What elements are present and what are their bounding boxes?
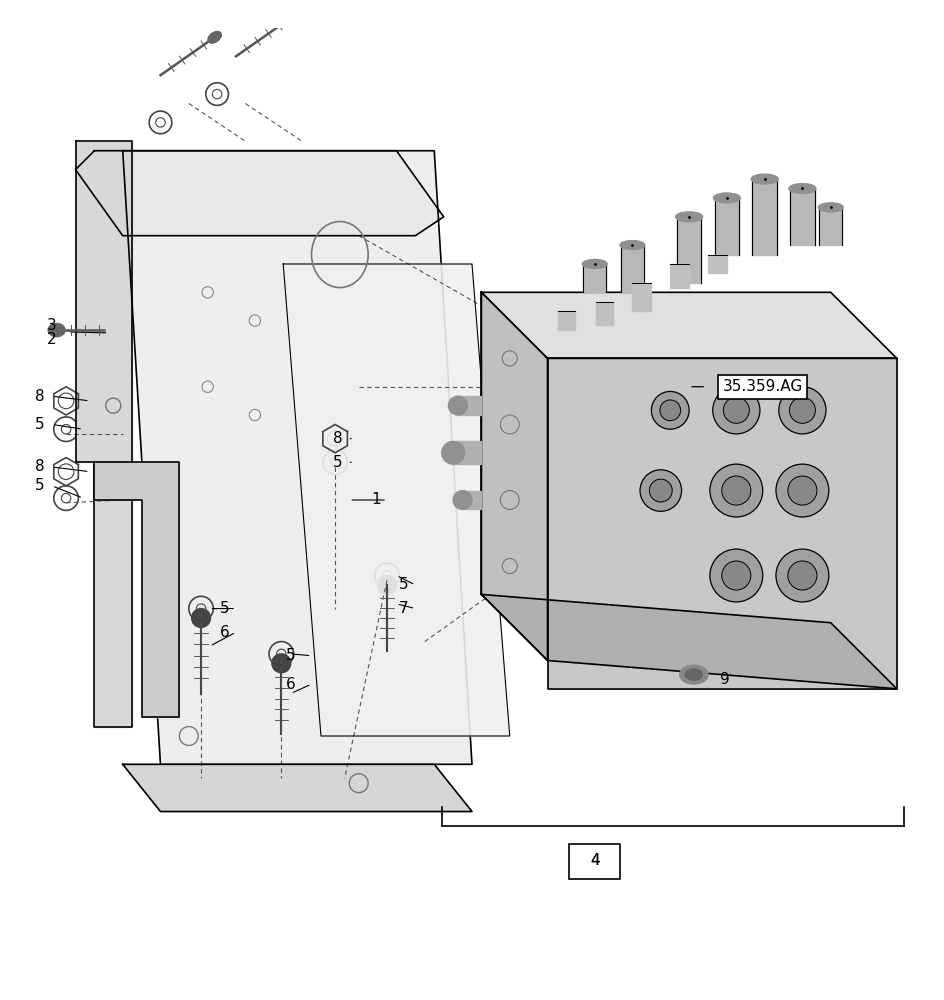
Text: 1: 1 bbox=[371, 492, 380, 508]
Circle shape bbox=[448, 396, 467, 415]
Circle shape bbox=[788, 476, 817, 505]
Bar bbox=[632, 283, 651, 311]
Bar bbox=[752, 179, 777, 255]
Circle shape bbox=[776, 464, 829, 517]
Circle shape bbox=[722, 561, 750, 590]
Ellipse shape bbox=[283, 13, 296, 24]
Ellipse shape bbox=[582, 259, 607, 269]
Text: 2: 2 bbox=[47, 332, 57, 347]
Circle shape bbox=[776, 549, 829, 602]
Circle shape bbox=[378, 576, 396, 594]
FancyBboxPatch shape bbox=[569, 844, 620, 879]
Circle shape bbox=[713, 387, 760, 434]
Text: 35.359.AG: 35.359.AG bbox=[722, 379, 803, 394]
Bar bbox=[558, 311, 575, 330]
Text: 3: 3 bbox=[47, 318, 57, 333]
Polygon shape bbox=[481, 292, 548, 660]
Circle shape bbox=[660, 400, 681, 421]
Text: 6: 6 bbox=[286, 677, 295, 692]
Text: 8: 8 bbox=[35, 389, 44, 404]
Circle shape bbox=[723, 397, 750, 423]
Circle shape bbox=[192, 609, 211, 627]
Ellipse shape bbox=[818, 203, 843, 212]
Ellipse shape bbox=[676, 212, 702, 222]
Bar bbox=[453, 441, 481, 464]
Circle shape bbox=[710, 549, 763, 602]
Circle shape bbox=[272, 654, 291, 673]
Ellipse shape bbox=[208, 31, 221, 43]
Text: 8: 8 bbox=[333, 431, 343, 446]
Circle shape bbox=[453, 491, 472, 509]
Bar bbox=[458, 396, 481, 415]
Text: 4: 4 bbox=[590, 853, 599, 868]
Text: 5: 5 bbox=[286, 648, 295, 663]
Text: 9: 9 bbox=[720, 672, 730, 687]
Polygon shape bbox=[283, 264, 510, 736]
Polygon shape bbox=[123, 764, 472, 812]
Text: 5: 5 bbox=[35, 478, 44, 493]
Circle shape bbox=[710, 464, 763, 517]
Ellipse shape bbox=[48, 323, 65, 337]
Bar bbox=[463, 491, 481, 509]
Bar bbox=[790, 188, 815, 245]
Text: 5: 5 bbox=[399, 577, 409, 592]
Bar bbox=[596, 302, 613, 325]
Polygon shape bbox=[94, 462, 179, 717]
Polygon shape bbox=[548, 358, 897, 689]
Bar bbox=[621, 245, 644, 292]
Text: 7: 7 bbox=[399, 601, 409, 616]
Bar bbox=[819, 207, 842, 245]
Text: 5: 5 bbox=[333, 455, 343, 470]
Text: 5: 5 bbox=[220, 601, 229, 616]
Circle shape bbox=[651, 391, 689, 429]
Polygon shape bbox=[123, 151, 472, 764]
Bar bbox=[715, 198, 739, 255]
Circle shape bbox=[779, 387, 826, 434]
Text: 6: 6 bbox=[220, 625, 229, 640]
Ellipse shape bbox=[620, 241, 645, 250]
Polygon shape bbox=[76, 141, 132, 727]
Circle shape bbox=[722, 476, 750, 505]
Polygon shape bbox=[481, 292, 897, 358]
Ellipse shape bbox=[751, 174, 778, 184]
Ellipse shape bbox=[680, 665, 708, 684]
Circle shape bbox=[640, 470, 682, 511]
Bar bbox=[583, 264, 606, 292]
Text: 8: 8 bbox=[35, 459, 44, 474]
Bar bbox=[708, 255, 727, 273]
Text: 4: 4 bbox=[590, 853, 599, 868]
Circle shape bbox=[649, 479, 672, 502]
Ellipse shape bbox=[714, 193, 740, 203]
Circle shape bbox=[789, 397, 816, 423]
Ellipse shape bbox=[685, 669, 702, 680]
Ellipse shape bbox=[789, 184, 816, 193]
Text: 5: 5 bbox=[35, 417, 44, 432]
Circle shape bbox=[788, 561, 817, 590]
Circle shape bbox=[442, 441, 464, 464]
Polygon shape bbox=[481, 594, 897, 689]
Polygon shape bbox=[76, 151, 444, 236]
Bar bbox=[670, 264, 689, 288]
Bar bbox=[677, 217, 701, 283]
